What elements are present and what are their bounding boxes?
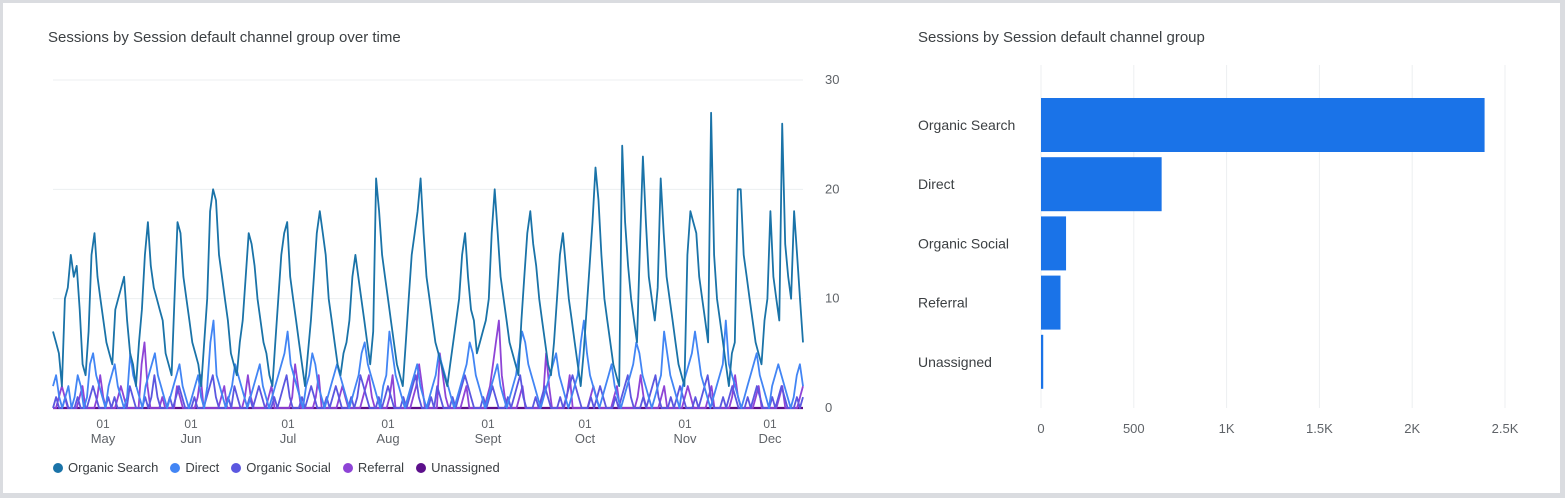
- legend-dot: [231, 462, 242, 473]
- legend-dot: [53, 462, 63, 473]
- category-label: Direct: [918, 176, 955, 192]
- series-line-organic-social: [52, 374, 804, 409]
- y-tick-label: 0: [825, 400, 832, 415]
- legend-label: Organic Search: [68, 460, 159, 475]
- legend-item-organic-social[interactable]: Organic Social: [231, 460, 331, 475]
- x-tick-month: Aug: [376, 431, 399, 446]
- x-tick-label: 2K: [1404, 421, 1420, 436]
- x-tick-month: Jun: [181, 431, 202, 446]
- chart-legend: Organic Search Direct Organic Social Ref…: [53, 460, 500, 475]
- timeseries-chart: 010203001May01Jun01Jul01Aug01Sept01Oct01…: [52, 72, 839, 446]
- x-tick-month: Sept: [475, 431, 502, 446]
- x-tick-day: 01: [381, 417, 395, 431]
- bar: [1041, 216, 1067, 271]
- bar-chart: 0 500 1K 1.5K 2K 2.5K Organic Search Direct Orga…: [918, 65, 1519, 436]
- x-tick-day: 01: [678, 417, 692, 431]
- x-tick-label: 500: [1123, 421, 1145, 436]
- category-label: Referral: [918, 295, 968, 311]
- x-tick-month: Oct: [575, 431, 596, 446]
- timeseries-chart-title: Sessions by Session default channel grou…: [48, 29, 401, 46]
- x-tick-day: 01: [578, 417, 592, 431]
- legend-dot: [170, 462, 181, 473]
- legend-dot: [342, 462, 353, 473]
- series-line-referral: [53, 319, 804, 409]
- category-label: Organic Search: [918, 117, 1015, 133]
- x-tick-month: May: [91, 431, 116, 446]
- bar-chart-title: Sessions by Session default channel grou…: [918, 29, 1205, 46]
- x-tick-label: 1K: [1219, 421, 1235, 436]
- legend-label: Organic Social: [246, 460, 331, 475]
- x-tick-day: 01: [763, 417, 777, 431]
- legend-label: Direct: [185, 460, 220, 475]
- series-line-organic-search: [52, 111, 804, 388]
- x-tick-day: 01: [281, 417, 295, 431]
- category-label: Organic Social: [918, 235, 1009, 251]
- legend-label: Unassigned: [431, 460, 500, 475]
- legend-label: Referral: [357, 460, 405, 475]
- x-tick-month: Dec: [758, 431, 782, 446]
- bar: [1041, 334, 1044, 389]
- x-tick-label: 0: [1037, 421, 1044, 436]
- y-tick-label: 10: [825, 291, 839, 306]
- legend-item-referral[interactable]: Referral: [342, 460, 405, 475]
- legend-item-unassigned[interactable]: Unassigned: [416, 460, 500, 475]
- legend-dot: [416, 462, 427, 473]
- legend-item-direct[interactable]: Direct: [170, 460, 219, 475]
- x-tick-day: 01: [481, 417, 495, 431]
- legend-item-organic-search[interactable]: Organic Search: [53, 460, 158, 475]
- x-tick-day: 01: [184, 417, 198, 431]
- bar: [1041, 157, 1162, 212]
- y-tick-label: 30: [825, 72, 839, 87]
- series-line-direct: [52, 319, 804, 409]
- x-tick-month: Nov: [673, 431, 697, 446]
- x-tick-label: 1.5K: [1306, 421, 1333, 436]
- bar: [1041, 275, 1061, 330]
- x-tick-month: Jul: [280, 431, 297, 446]
- report-frame: Sessions by Session default channel grou…: [3, 3, 1560, 493]
- x-tick-day: 01: [96, 417, 110, 431]
- y-tick-label: 20: [825, 181, 839, 196]
- bar: [1041, 98, 1485, 152]
- category-label: Unassigned: [918, 354, 992, 370]
- x-tick-label: 2.5K: [1492, 421, 1519, 436]
